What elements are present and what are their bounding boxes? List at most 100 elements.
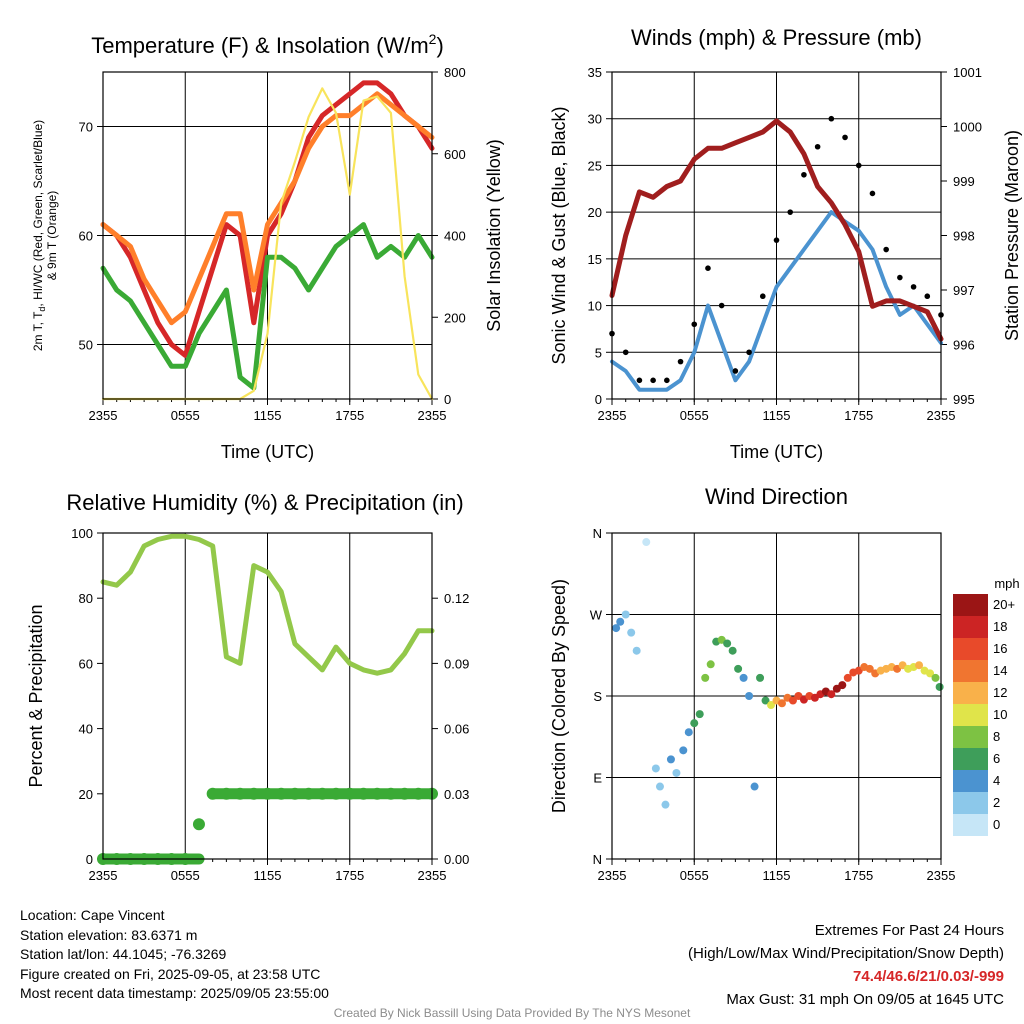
colorbar-label: 12 (993, 685, 1007, 700)
colorbar-swatch (953, 616, 988, 638)
x-tick-label: 2355 (418, 408, 447, 423)
y-right-axis-label: Solar Insolation (Yellow) (484, 139, 504, 331)
y-tick-label: N (593, 852, 602, 867)
y-tick-label: E (593, 771, 602, 786)
x-tick-label: 1155 (763, 868, 791, 883)
location-text: Location: Cape Vincent (20, 907, 165, 923)
direction-point (672, 768, 681, 777)
gust-point (828, 115, 835, 122)
y-tick-label: N (593, 526, 602, 541)
direction-point (931, 673, 940, 682)
direction-point (935, 682, 944, 691)
colorbar-label: 18 (993, 619, 1007, 634)
y-right-tick-label: 400 (444, 229, 466, 244)
colorbar-swatch (953, 704, 988, 726)
plot-frame (102, 71, 433, 400)
gust-point (855, 162, 862, 169)
y-tick-label: 0 (86, 852, 93, 867)
y-tick-label: 80 (79, 591, 93, 606)
colorbar-label: 2 (993, 795, 1000, 810)
y-right-tick-label: 800 (444, 65, 466, 80)
colorbar-label: 8 (993, 729, 1000, 744)
colorbar-swatch (953, 748, 988, 770)
y-right-tick-label: 997 (953, 283, 975, 298)
precip-point (192, 818, 205, 831)
direction-point (777, 699, 786, 708)
direction-point (728, 646, 737, 655)
gust-point (705, 265, 711, 272)
chart-title: Relative Humidity (%) & Precipitation (i… (66, 490, 463, 515)
colorbar-swatch (953, 726, 988, 748)
series-line (100, 91, 435, 326)
direction-point (926, 669, 935, 678)
y-right-tick-label: 600 (444, 147, 466, 162)
y-tick-label: 70 (79, 120, 93, 135)
gust-point (842, 134, 848, 141)
station-info: Location: Cape Vincent Station elevation… (20, 906, 329, 1004)
direction-point (661, 800, 670, 809)
x-tick-label: 2355 (598, 408, 627, 423)
direction-point (723, 639, 732, 648)
extremes-info: Extremes For Past 24 Hours (High/Low/Max… (688, 919, 1004, 1011)
direction-point (701, 673, 710, 682)
y-tick-label: 100 (71, 526, 93, 541)
x-axis-label: Time (UTC) (221, 442, 314, 462)
y-tick-label: 40 (79, 722, 93, 737)
direction-point (655, 782, 664, 791)
gust-point (746, 349, 752, 356)
elevation-text: Station elevation: 83.6371 m (20, 926, 198, 943)
x-tick-label: 1755 (335, 868, 364, 883)
gust-point (718, 302, 725, 309)
max-gust-text: Max Gust: 31 mph On 09/05 at 1645 UTC (726, 991, 1004, 1008)
gust-point (924, 293, 931, 300)
x-tick-label: 1755 (844, 408, 873, 423)
x-tick-label: 0555 (171, 408, 200, 423)
x-tick-label: 0555 (680, 868, 709, 883)
colorbar-label: 6 (993, 751, 1000, 766)
direction-point (651, 764, 660, 773)
direction-point (690, 719, 699, 728)
y-tick-label: 60 (79, 229, 93, 244)
colorbar-swatch (953, 682, 988, 704)
plot-frame (611, 71, 942, 400)
colorbar-label: 4 (993, 773, 1000, 788)
direction-point (612, 624, 621, 633)
y-right-tick-label: 0.03 (444, 787, 469, 802)
direction-point (739, 673, 748, 682)
y-axis-label: 2m T, Td, HI/WC (Red, Green, Scarlet/Blu… (31, 120, 47, 351)
colorbar-swatch (953, 660, 988, 682)
colorbar-label: 16 (993, 641, 1007, 656)
x-tick-label: 1155 (254, 868, 282, 883)
gust-point (787, 209, 794, 215)
x-tick-label: 1755 (844, 868, 873, 883)
colorbar-label: 20+ (993, 597, 1015, 612)
direction-point (838, 681, 847, 690)
series-line (100, 222, 435, 391)
x-tick-label: 2355 (927, 868, 956, 883)
gust-point (801, 171, 807, 178)
series-line (609, 118, 944, 342)
y-right-tick-label: 996 (953, 338, 975, 353)
direction-point (642, 538, 651, 547)
y-tick-label: W (590, 608, 603, 623)
chart-panel-temperature: 2355 0555 1155 1755 23555060700200400600800T… (31, 31, 504, 462)
title-close: ) (436, 33, 443, 58)
chart-title: Winds (mph) & Pressure (mb) (631, 25, 922, 50)
direction-point (684, 728, 693, 737)
y-right-tick-label: 200 (444, 310, 466, 325)
y-right-tick-label: 0.12 (444, 591, 469, 606)
direction-point (843, 673, 852, 682)
chart-title: Wind Direction (705, 484, 848, 509)
y-tick-label: 15 (588, 252, 602, 267)
y-right-tick-label: 998 (953, 229, 975, 244)
plot-frame (611, 532, 942, 860)
x-tick-label: 1155 (763, 408, 791, 423)
gust-point (691, 321, 698, 328)
chart-title: Temperature (F) & Insolation (W/m2) (91, 31, 444, 58)
x-tick-label: 0555 (171, 868, 200, 883)
direction-point (666, 755, 675, 764)
series-line (610, 210, 943, 392)
colorbar-swatch (953, 638, 988, 660)
extremes-values: 74.4/46.6/21/0.03/-999 (853, 968, 1004, 985)
